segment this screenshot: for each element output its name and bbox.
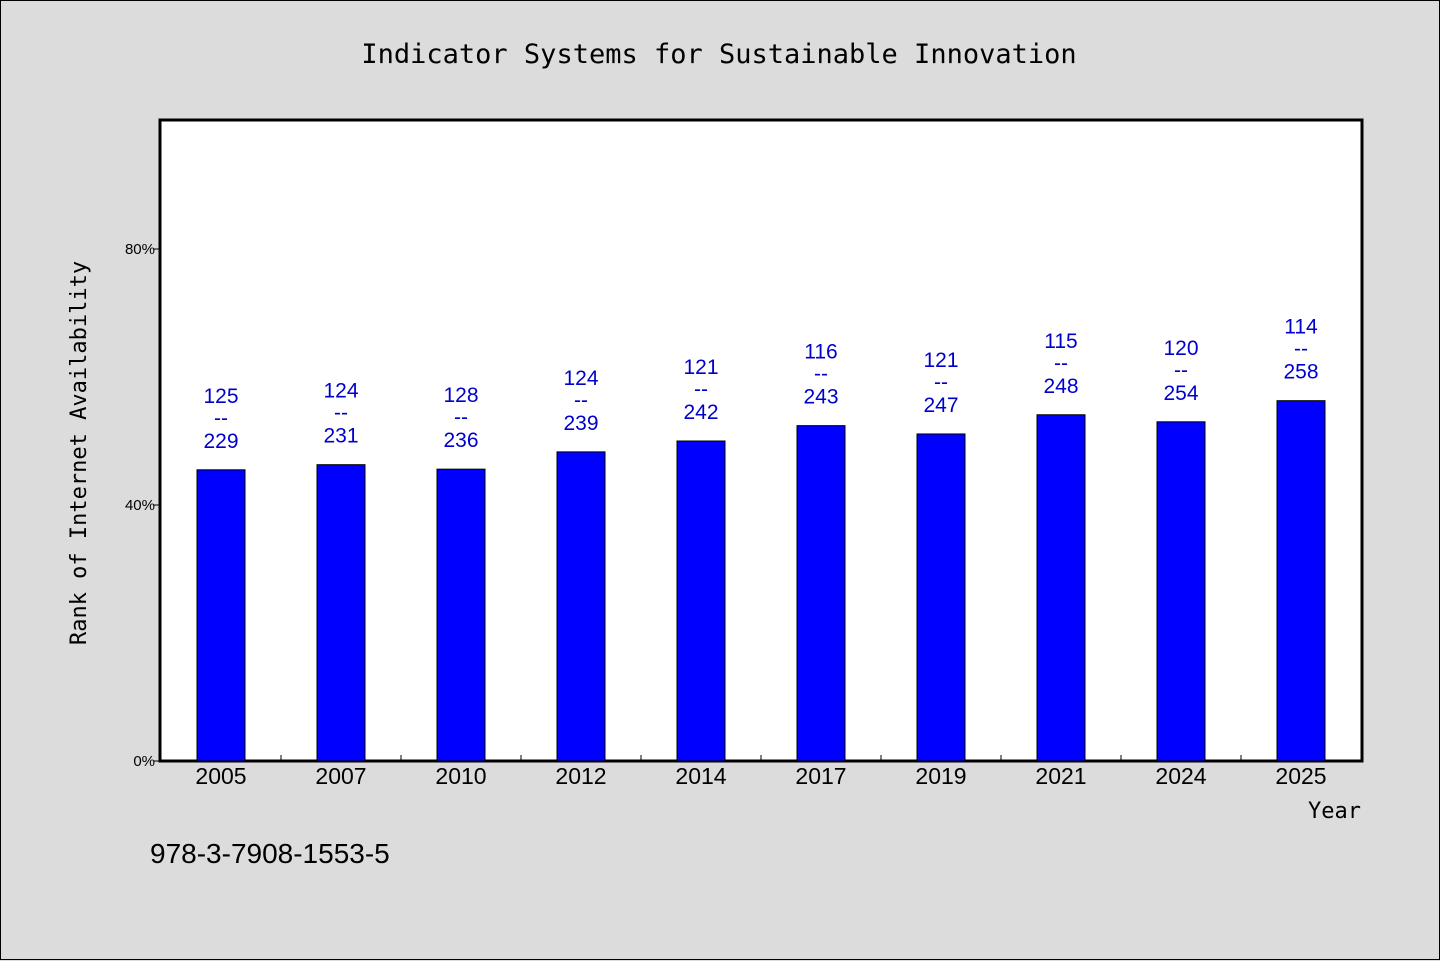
bar [1276, 400, 1326, 762]
bar [676, 440, 726, 762]
data-label-bottom: 258 [1283, 361, 1318, 384]
data-label-top: 114 [1284, 316, 1318, 339]
data-label-top: 124 [563, 367, 598, 390]
data-label-separator: -- [1294, 338, 1308, 361]
data-label-separator: -- [694, 378, 708, 401]
x-tick-label: 2007 [315, 763, 366, 789]
bar [196, 469, 246, 762]
data-label-top: 120 [1163, 337, 1198, 360]
data-label-top: 128 [443, 384, 478, 407]
data-label-bottom: 247 [923, 394, 958, 417]
y-axis: 0% 40% 80% [125, 241, 161, 770]
footnote-isbn: 978-3-7908-1553-5 [150, 838, 390, 869]
bar [436, 468, 486, 762]
bar [316, 464, 366, 762]
data-label-bottom: 248 [1043, 375, 1078, 398]
y-tick-label: 0% [133, 753, 155, 770]
data-label-separator: -- [454, 406, 468, 429]
data-label-bottom: 231 [323, 425, 358, 448]
bars-group [196, 400, 1326, 762]
data-labels-group: 125--229124--231128--236124--239121--242… [203, 316, 1318, 453]
y-axis-title: Rank of Internet Availability [67, 261, 92, 645]
bar [556, 451, 606, 762]
data-label-separator: -- [214, 407, 228, 430]
data-label-bottom: 236 [443, 429, 478, 452]
data-label-top: 115 [1044, 330, 1077, 353]
x-tick-label: 2010 [435, 763, 486, 789]
data-label-top: 116 [804, 341, 837, 364]
x-axis: 2005 2007 2010 2012 2014 2017 2019 2021 2024 2025 [195, 755, 1327, 789]
data-label-separator: -- [814, 363, 828, 386]
x-tick-label: 2005 [195, 763, 246, 789]
data-label-top: 121 [923, 349, 958, 372]
data-label-bottom: 254 [1163, 382, 1198, 405]
data-label-separator: -- [1054, 352, 1068, 375]
x-axis-title: Year [1308, 799, 1361, 824]
x-tick-label: 2021 [1035, 763, 1086, 789]
data-label-bottom: 243 [803, 386, 838, 409]
y-tick-label: 40% [125, 497, 155, 514]
bar [796, 425, 846, 762]
x-tick-label: 2024 [1155, 763, 1206, 789]
data-label-top: 121 [683, 356, 718, 379]
data-label-separator: -- [334, 402, 348, 425]
data-label-separator: -- [574, 389, 588, 412]
x-tick-label: 2017 [795, 763, 846, 789]
bar [1036, 414, 1086, 762]
data-label-top: 124 [323, 380, 358, 403]
chart-title: Indicator Systems for Sustainable Innova… [361, 39, 1076, 70]
bar [1156, 421, 1206, 762]
data-label-bottom: 229 [203, 430, 238, 453]
data-label-bottom: 242 [683, 401, 718, 424]
data-label-top: 125 [203, 385, 238, 408]
data-label-bottom: 239 [563, 412, 598, 435]
data-label-separator: -- [934, 371, 948, 394]
y-tick-label: 80% [125, 241, 155, 258]
x-tick-label: 2025 [1275, 763, 1326, 789]
data-label-separator: -- [1174, 359, 1188, 382]
x-tick-label: 2019 [915, 763, 966, 789]
bar [916, 433, 966, 762]
x-tick-label: 2014 [675, 763, 726, 789]
x-tick-label: 2012 [555, 763, 606, 789]
